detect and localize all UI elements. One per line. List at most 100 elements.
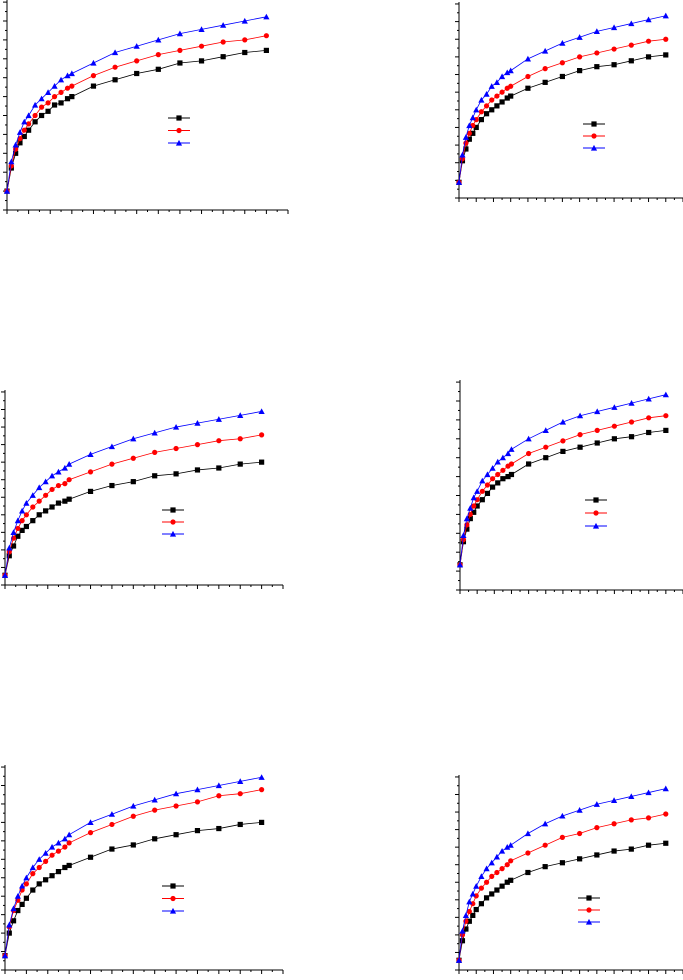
- data-point: [662, 391, 669, 398]
- data-point: [628, 793, 635, 800]
- data-point: [484, 471, 491, 478]
- data-point: [198, 26, 205, 32]
- series-square: [4, 47, 269, 194]
- data-point: [19, 901, 25, 907]
- data-point: [466, 918, 472, 924]
- data-point: [464, 526, 470, 532]
- data-point: [479, 497, 485, 503]
- data-point: [542, 66, 548, 72]
- data-point: [130, 813, 136, 819]
- data-point: [220, 54, 226, 60]
- series-line: [458, 38, 666, 183]
- series-square: [2, 819, 265, 959]
- data-point: [542, 864, 548, 870]
- legend-marker: [170, 883, 176, 889]
- data-point: [10, 529, 17, 535]
- data-point: [470, 901, 476, 907]
- data-point: [49, 852, 55, 858]
- data-point: [177, 60, 183, 66]
- data-point: [62, 498, 68, 504]
- data-point: [500, 476, 506, 482]
- data-point: [152, 449, 158, 455]
- data-point: [25, 112, 32, 119]
- data-point: [55, 482, 62, 489]
- data-point: [494, 458, 501, 465]
- data-point: [466, 130, 472, 136]
- series-circle: [2, 432, 265, 578]
- data-point: [478, 885, 484, 891]
- data-point: [508, 461, 515, 467]
- data-point: [469, 890, 476, 897]
- data-point: [194, 828, 201, 834]
- data-point: [215, 782, 222, 789]
- data-point: [489, 107, 495, 113]
- data-point: [504, 879, 510, 885]
- data-point: [628, 419, 635, 425]
- data-point: [66, 496, 72, 502]
- data-point: [483, 111, 490, 117]
- series-square: [456, 840, 669, 963]
- data-point: [493, 79, 501, 85]
- data-point: [628, 42, 634, 48]
- data-point: [68, 70, 75, 77]
- data-point: [38, 95, 45, 102]
- data-point: [38, 104, 45, 110]
- series-triangle: [456, 391, 669, 568]
- data-point: [469, 114, 476, 121]
- data-point: [474, 497, 480, 503]
- data-point: [42, 478, 49, 485]
- data-point: [194, 467, 201, 473]
- chart-5: [1, 765, 284, 974]
- data-point: [23, 523, 29, 530]
- data-point: [507, 67, 514, 74]
- data-point: [19, 882, 26, 889]
- data-point: [109, 846, 115, 852]
- data-point: [628, 434, 635, 440]
- data-point: [6, 921, 13, 928]
- data-point: [29, 492, 36, 498]
- data-point: [459, 932, 466, 938]
- series-circle: [456, 811, 669, 963]
- data-point: [109, 461, 115, 467]
- data-point: [467, 516, 473, 522]
- data-point: [14, 517, 21, 524]
- data-point: [42, 850, 49, 856]
- data-point: [470, 494, 477, 501]
- data-point: [57, 76, 65, 83]
- data-point: [8, 158, 15, 165]
- data-point: [21, 127, 27, 133]
- data-point: [576, 807, 583, 813]
- data-point: [493, 853, 501, 860]
- data-point: [478, 873, 485, 879]
- data-point: [594, 852, 600, 858]
- data-point: [17, 140, 23, 146]
- data-point: [505, 474, 511, 480]
- data-point: [133, 43, 140, 49]
- data-point: [21, 133, 27, 140]
- data-point: [459, 151, 466, 158]
- data-point: [134, 58, 140, 64]
- data-point: [663, 840, 669, 846]
- data-point: [459, 927, 466, 934]
- data-point: [459, 938, 466, 944]
- data-point: [15, 907, 21, 914]
- data-point: [504, 844, 511, 850]
- data-point: [471, 509, 477, 515]
- data-point: [16, 129, 24, 135]
- data-point: [36, 498, 42, 504]
- data-point: [628, 817, 634, 823]
- data-point: [542, 427, 549, 433]
- legend-marker: [590, 144, 598, 151]
- data-point: [237, 412, 244, 418]
- data-point: [21, 118, 28, 125]
- data-point: [30, 887, 36, 893]
- data-point: [508, 471, 515, 478]
- data-point: [463, 926, 469, 932]
- data-point: [628, 20, 635, 27]
- chart-4: [456, 380, 683, 594]
- data-point: [508, 93, 514, 99]
- data-point: [151, 429, 158, 436]
- data-point: [645, 395, 652, 402]
- data-point: [500, 467, 506, 473]
- data-point: [483, 103, 490, 109]
